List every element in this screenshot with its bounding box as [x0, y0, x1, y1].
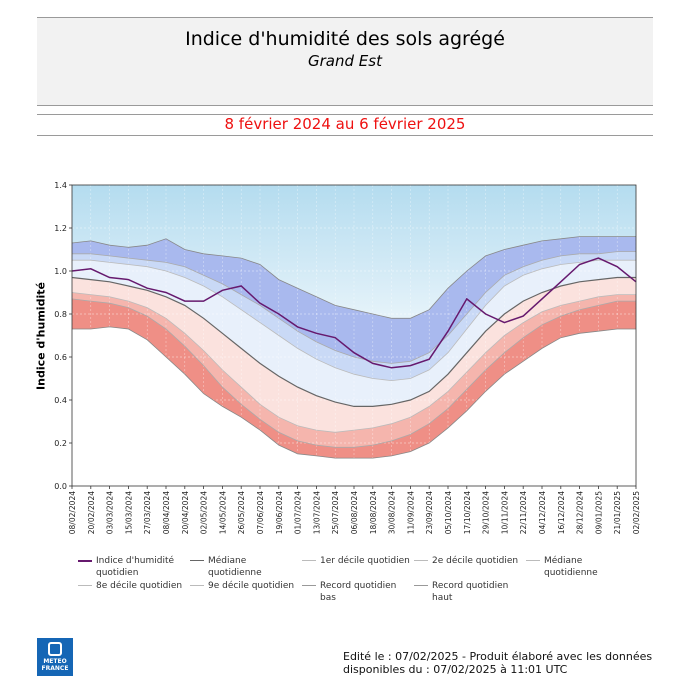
header-panel	[37, 17, 653, 106]
x-tick-label: 02/02/2025	[632, 491, 641, 534]
legend-label: Médiane quotidienne	[208, 556, 262, 578]
legend-label: Record quotidien bas	[320, 581, 397, 603]
x-tick-label: 27/03/2024	[143, 491, 152, 534]
legend-label: 8e décile quotidien	[96, 581, 183, 591]
legend-swatch	[190, 585, 204, 586]
legend-swatch	[414, 560, 428, 561]
x-tick-label: 20/04/2024	[181, 491, 190, 534]
y-tick-label: 0.2	[54, 439, 67, 448]
x-tick-label: 23/09/2024	[425, 491, 434, 534]
x-tick-label: 21/01/2025	[613, 491, 622, 534]
x-tick-label: 14/05/2024	[218, 491, 227, 534]
footer-line2: disponibles du : 07/02/2025 à 11:01 UTC	[343, 663, 568, 676]
chart-subtitle: Grand Est	[308, 52, 382, 70]
band-above-record-high	[72, 185, 636, 319]
x-tick-label: 28/12/2024	[576, 491, 585, 534]
meteo-france-logo: METEO FRANCE	[37, 638, 73, 676]
record-low-line	[72, 326, 636, 459]
legend-item: 1er décile quotidien	[302, 555, 414, 567]
x-tick-label: 08/04/2024	[162, 491, 171, 534]
soil-moisture-chart: 0.0 0.2 0.4 0.6 0.8 1.0 1.2 1.4 08/02/2024 20/02/…	[54, 181, 641, 534]
legend-item: 2e décile quotidien	[414, 555, 526, 567]
legend-swatch	[190, 560, 204, 561]
d1-line	[71, 298, 636, 448]
x-tick-label: 13/07/2024	[312, 491, 321, 534]
y-axis-label: Indice d'humidité	[34, 282, 48, 390]
x-tick-label: 03/03/2024	[106, 491, 115, 534]
x-tick-label: 04/12/2024	[538, 491, 547, 534]
x-tick-label: 26/05/2024	[237, 491, 246, 534]
x-tick-label: 06/08/2024	[350, 491, 359, 534]
y-tick-label: 0.0	[54, 482, 67, 491]
divider-top	[37, 114, 653, 115]
legend-swatch	[302, 560, 316, 561]
x-tick-label: 20/02/2024	[87, 491, 96, 534]
band-d8-to-median	[72, 260, 636, 407]
band-d9-to-d8	[72, 251, 636, 381]
x-tick-label: 11/09/2024	[406, 491, 415, 534]
band-median-to-d2	[72, 277, 636, 433]
period-label: 8 février 2024 au 6 février 2025	[224, 115, 466, 133]
legend-swatch	[414, 585, 428, 586]
logo-line2: FRANCE	[41, 665, 69, 672]
median-line	[71, 276, 636, 407]
x-tick-label: 22/11/2024	[519, 491, 528, 534]
band-below-record-low	[72, 326, 636, 486]
legend-item: Record quotidien bas	[302, 580, 414, 604]
y-tick-label: 0.4	[54, 396, 67, 405]
legend-label: 9e décile quotidien	[208, 581, 295, 591]
x-tick-label: 29/10/2024	[482, 491, 491, 534]
legend-item: Indice d'humidité quotidien	[78, 555, 190, 579]
y-tick-label: 0.6	[54, 353, 67, 362]
divider-bottom	[37, 135, 653, 136]
x-tick-label: 05/10/2024	[444, 491, 453, 534]
footer-note: Edité le : 07/02/2025 - Produit élaboré …	[343, 650, 652, 676]
y-tick-label: 1.4	[54, 181, 67, 190]
d2-line	[71, 292, 636, 433]
y-tick-label: 1.0	[54, 267, 67, 276]
d8-line	[72, 259, 636, 382]
x-tick-label: 30/08/2024	[388, 491, 397, 534]
record-high-line	[71, 236, 636, 319]
x-tick-label: 25/07/2024	[331, 491, 340, 534]
humidity-index-line	[71, 257, 637, 369]
legend-item: Médiane quotidienne	[526, 555, 638, 579]
x-tick-label: 10/11/2024	[500, 491, 509, 534]
legend-label: Record quotidien haut	[432, 581, 509, 603]
y-tick-label: 1.2	[54, 224, 67, 233]
x-tick-label: 16/12/2024	[557, 491, 566, 534]
band-record-high-to-d9	[72, 236, 636, 364]
chart-title: Indice d'humidité des sols agrégé	[185, 28, 505, 50]
footer-line1: Edité le : 07/02/2025 - Produit élaboré …	[343, 650, 653, 663]
legend-swatch	[78, 560, 92, 562]
x-tick-label: 09/01/2025	[594, 491, 603, 534]
legend-label: Indice d'humidité quotidien	[96, 556, 175, 578]
band-d2-to-d1	[72, 292, 636, 448]
legend-swatch	[78, 585, 92, 586]
legend-label: Médiane quotidienne	[544, 556, 598, 578]
x-tick-label: 18/08/2024	[369, 491, 378, 534]
legend-swatch	[526, 560, 540, 561]
x-tick-label: 02/05/2024	[200, 491, 209, 534]
x-tick-label: 08/02/2024	[68, 491, 77, 534]
legend-item: Médiane quotidienne	[190, 555, 302, 579]
legend-item: 8e décile quotidien	[78, 580, 190, 592]
y-tick-label: 0.8	[54, 310, 67, 319]
legend-label: 2e décile quotidien	[432, 556, 519, 566]
x-tick-label: 19/06/2024	[275, 491, 284, 534]
d9-line	[72, 251, 636, 364]
logo-line1: METEO	[43, 658, 67, 665]
legend-label: 1er décile quotidien	[320, 556, 410, 566]
legend-item: 9e décile quotidien	[190, 580, 302, 592]
legend-item: Record quotidien haut	[414, 580, 526, 604]
x-tick-label: 17/10/2024	[463, 491, 472, 534]
legend-swatch	[302, 585, 316, 586]
x-tick-label: 01/07/2024	[294, 491, 303, 534]
x-tick-label: 07/06/2024	[256, 491, 265, 534]
x-tick-label: 15/03/2024	[124, 491, 133, 534]
logo-mark-icon	[48, 642, 62, 656]
